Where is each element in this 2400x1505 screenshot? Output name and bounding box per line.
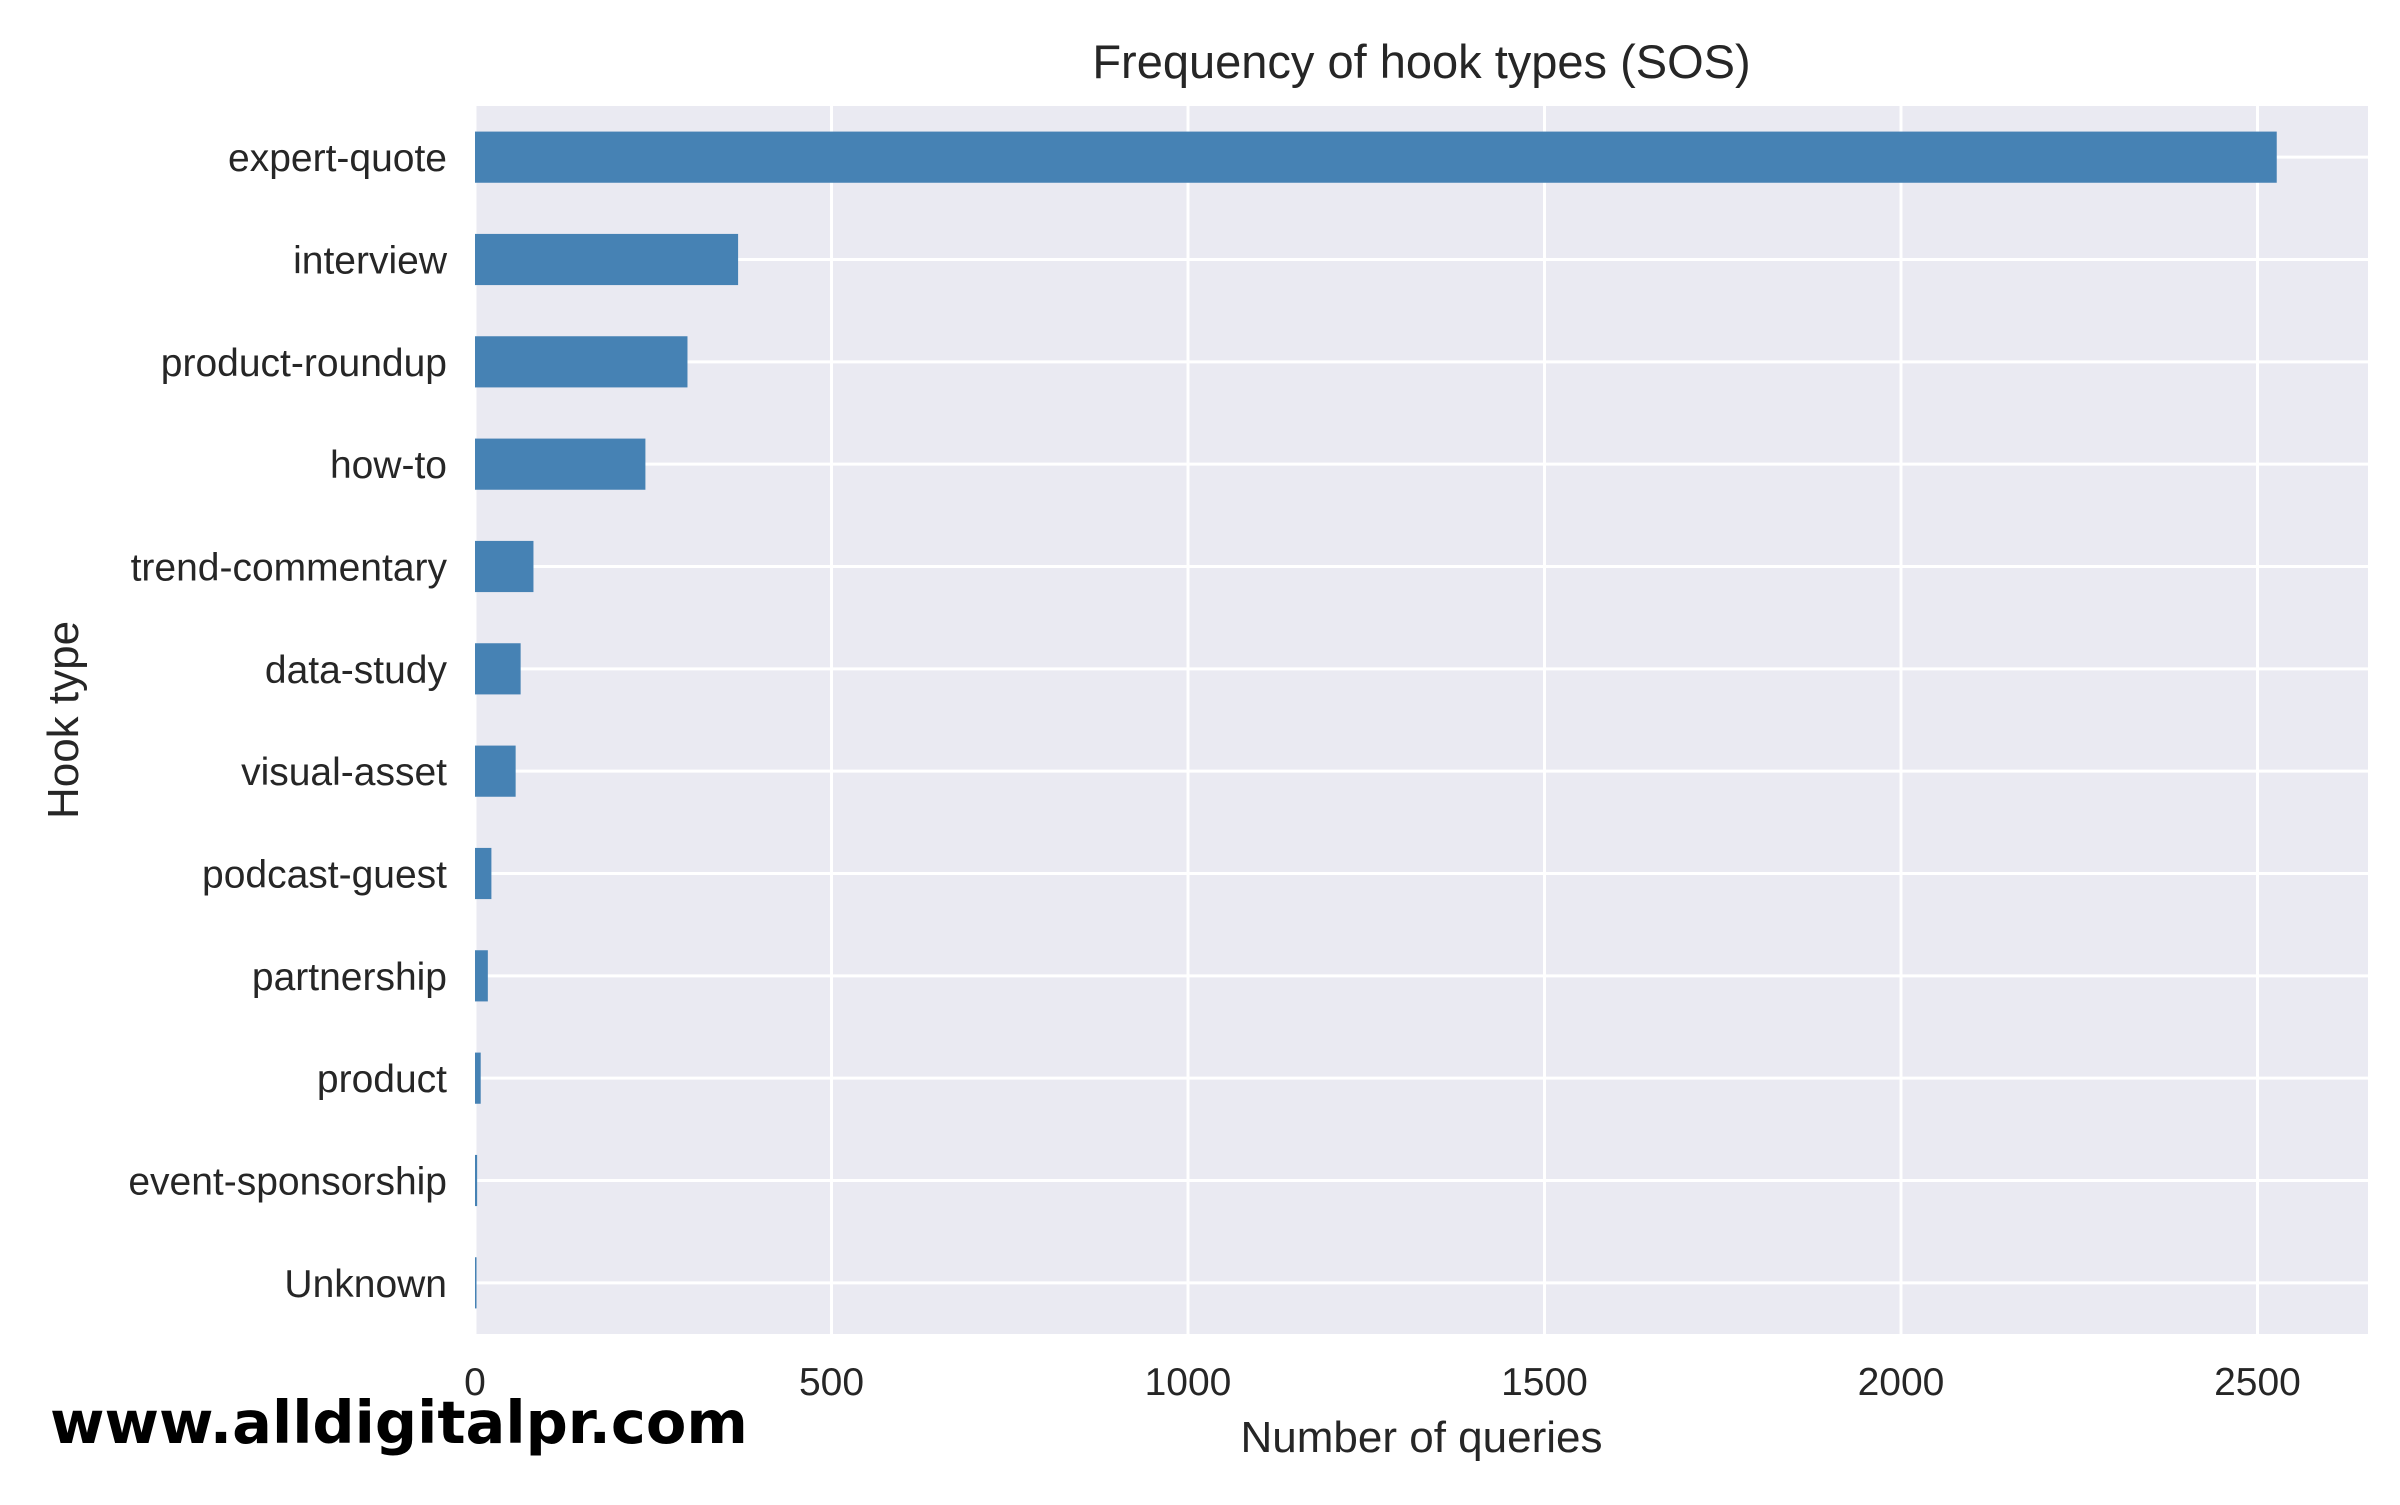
y-axis-label: Hook type: [39, 621, 88, 819]
bars: [475, 131, 2277, 1309]
y-tick-label: event-sponsorship: [128, 1161, 447, 1204]
y-tick-label: trend-commentary: [131, 547, 448, 590]
bar-partnership: [475, 950, 488, 1002]
x-tick-label: 1500: [1501, 1361, 1588, 1404]
bar-how-to: [475, 438, 646, 490]
y-tick-label: data-study: [265, 649, 448, 692]
bar-product: [475, 1052, 481, 1104]
x-tick-label: 500: [799, 1361, 864, 1404]
y-tick-label: expert-quote: [228, 137, 447, 180]
y-tick-label: product-roundup: [161, 342, 447, 385]
bar-podcast-guest: [475, 847, 492, 900]
y-tick-label: podcast-guest: [202, 854, 447, 897]
x-tick-label: 2500: [2214, 1361, 2301, 1404]
grid-lines: [473, 106, 2368, 1334]
bar-event-sponsorship: [475, 1154, 478, 1207]
chart-title: Frequency of hook types (SOS): [1092, 35, 1750, 88]
y-tick-label: how-to: [330, 444, 447, 487]
y-tick-label: interview: [293, 240, 448, 283]
bar-trend-commentary: [475, 540, 534, 593]
bar-data-study: [475, 643, 521, 695]
bar-visual-asset: [475, 745, 516, 797]
x-axis-label: Number of queries: [1241, 1413, 1603, 1462]
watermark-text: www.alldigitalpr.com: [50, 1388, 748, 1457]
bar-product-roundup: [475, 336, 688, 388]
y-tick-label: partnership: [252, 956, 447, 999]
plot-background: [475, 106, 2368, 1334]
y-tick-label: product: [317, 1058, 447, 1101]
y-tick-label: visual-asset: [241, 751, 447, 794]
bar-interview: [475, 233, 739, 286]
x-tick-label: 0: [464, 1361, 486, 1404]
bar-unknown: [475, 1257, 477, 1309]
bar-expert-quote: [475, 131, 2277, 183]
x-tick-label: 2000: [1858, 1361, 1945, 1404]
x-tick-label: 1000: [1145, 1361, 1232, 1404]
y-tick-labels: expert-quote interview product-roundup how-…: [128, 137, 448, 1306]
y-tick-label: Unknown: [284, 1263, 447, 1306]
x-tick-labels: 0 500 1000 1500 2000 2500: [464, 1361, 2301, 1404]
